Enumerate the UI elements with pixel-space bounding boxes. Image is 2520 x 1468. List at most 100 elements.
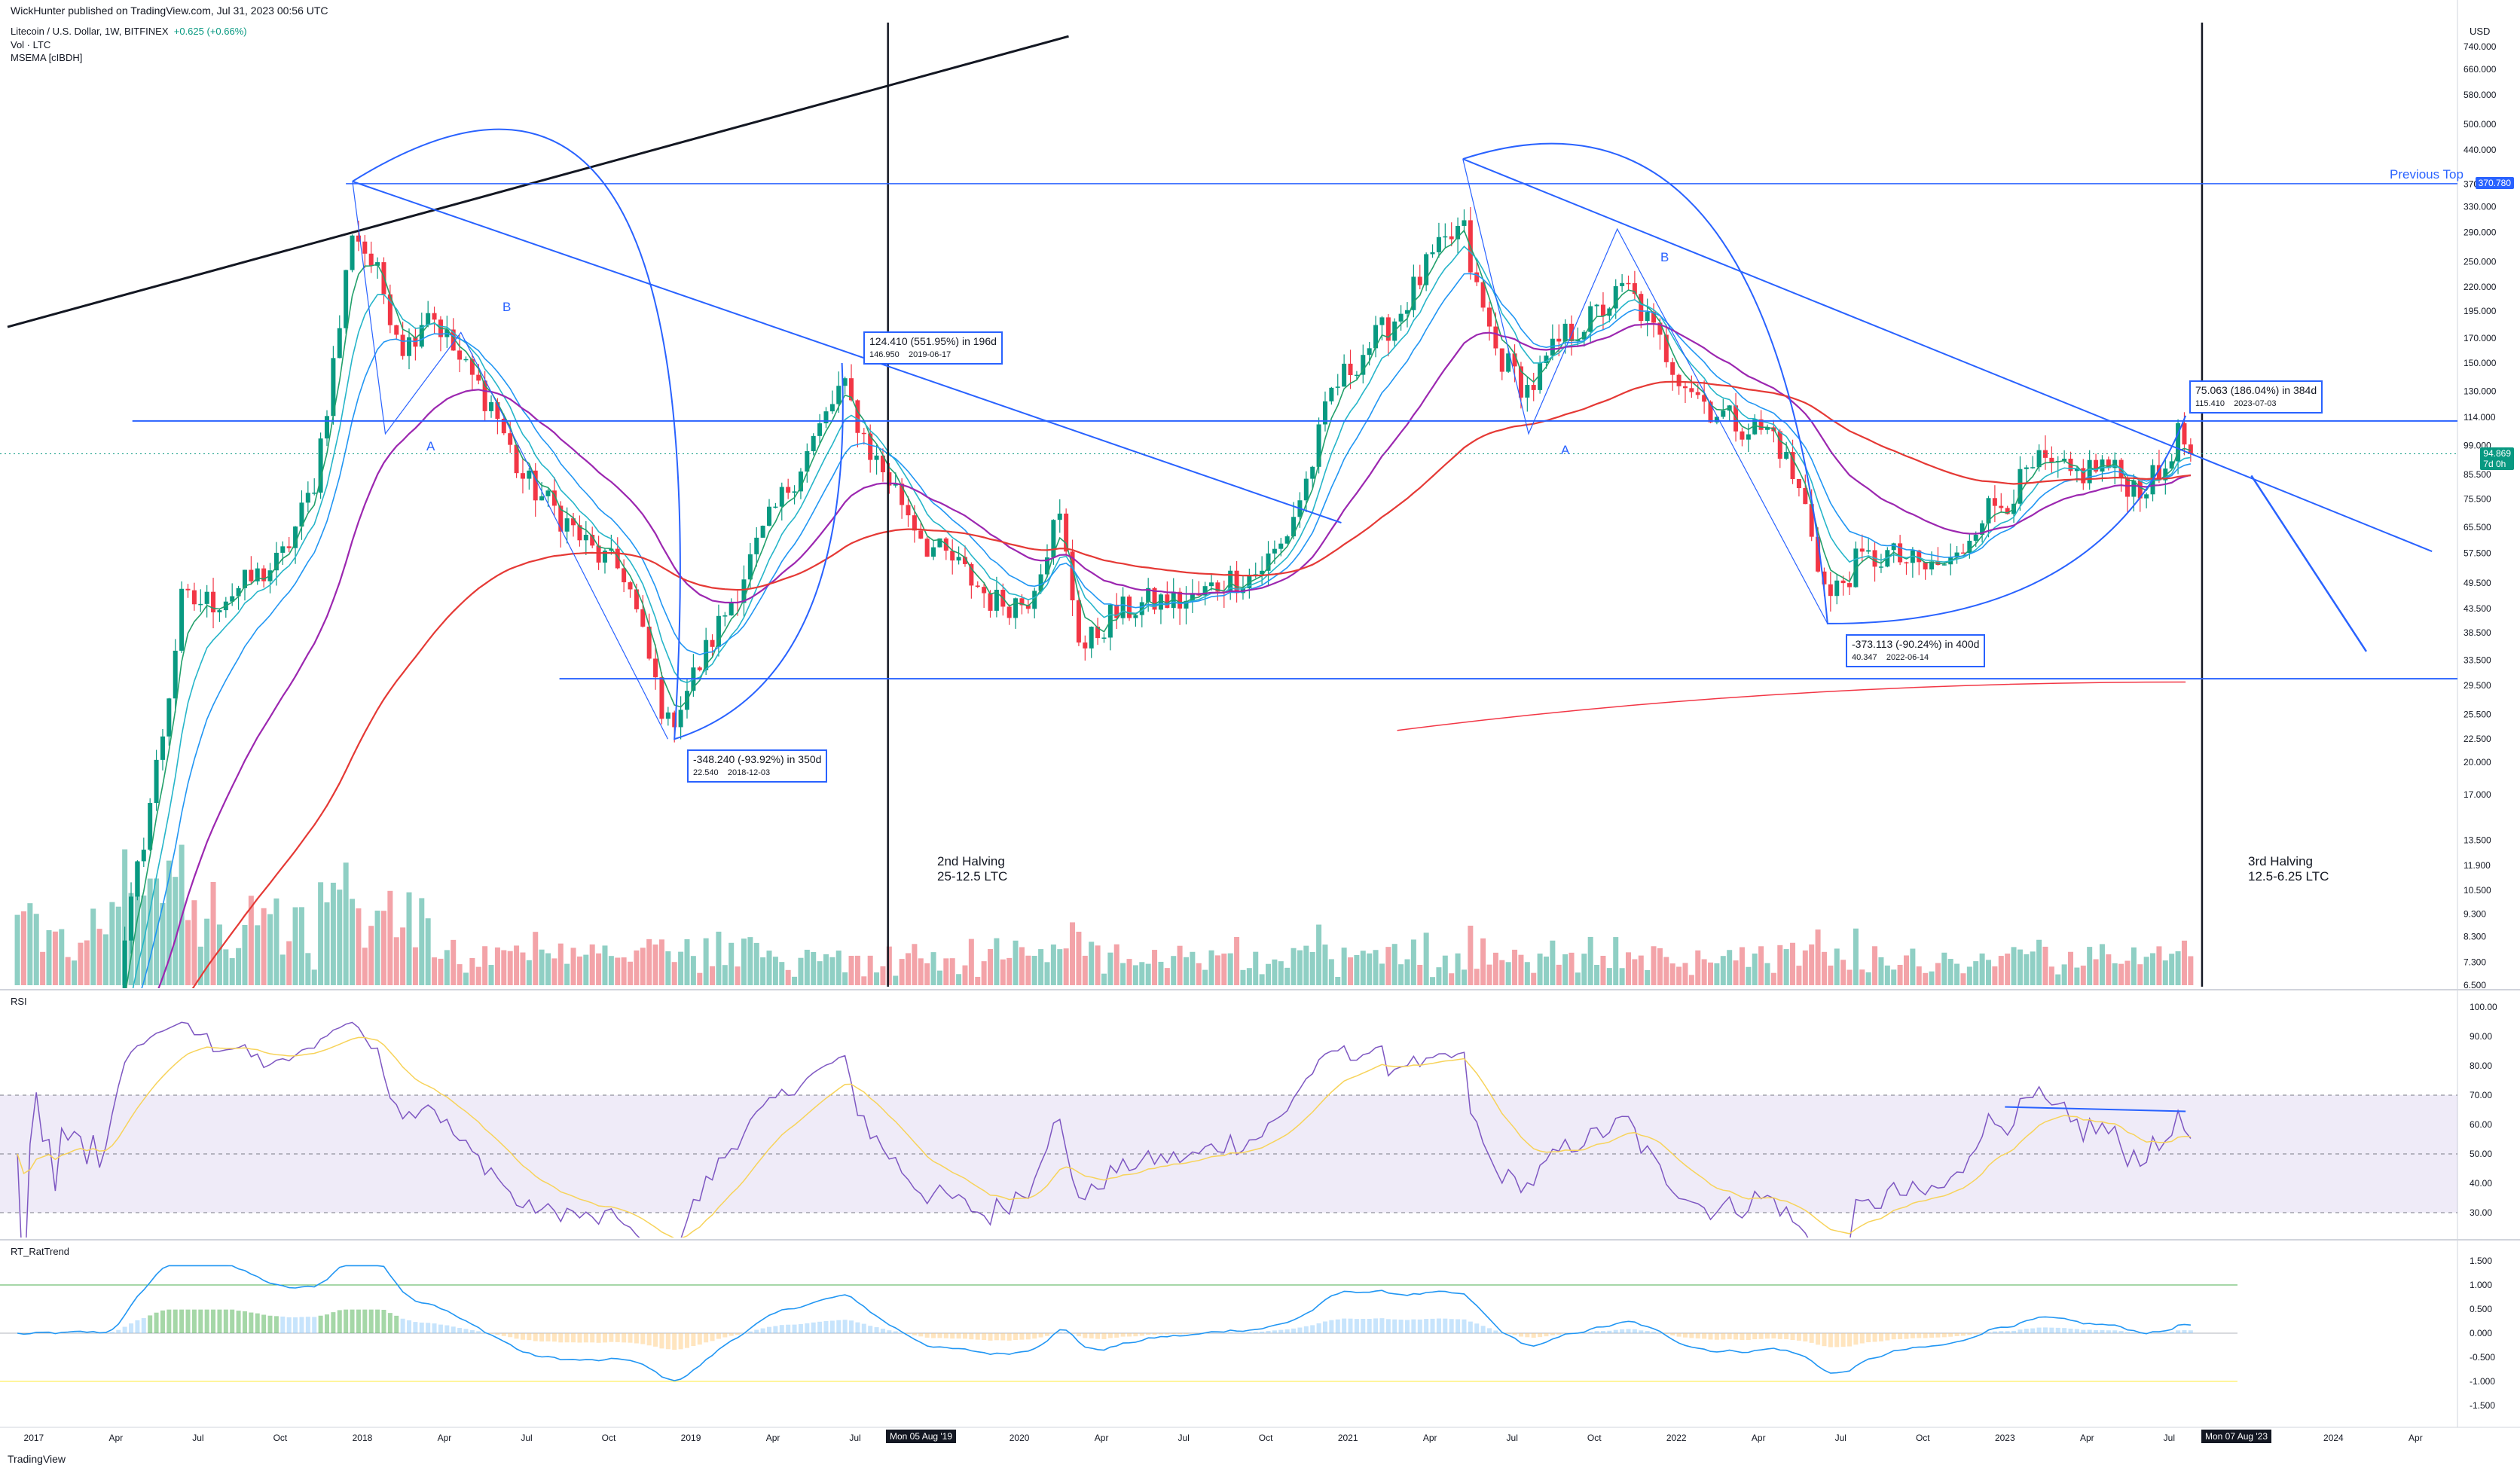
volume-bar (1044, 962, 1050, 985)
rsi-pane-label[interactable]: RSI (11, 996, 27, 1007)
trend-tick-label: 0.000 (2470, 1328, 2492, 1338)
measure-box-2019[interactable]: 124.410 (551.95%) in 196d 146.950 2019-0… (863, 331, 1003, 365)
trend-hist-bar (2018, 1329, 2023, 1333)
trend-hist-bar (1948, 1333, 1953, 1337)
candle-body (135, 861, 140, 897)
candle-body (501, 418, 506, 434)
candle-body (842, 378, 848, 386)
volume-bar (1423, 932, 1429, 985)
trend-pane-label[interactable]: RT_RatTrend (11, 1246, 70, 1257)
volume-bar (1297, 950, 1303, 985)
measure-box-2022[interactable]: -373.113 (-90.24%) in 400d 40.347 2022-0… (1846, 634, 1986, 667)
volume-bar (671, 962, 677, 985)
candle-body (47, 1073, 51, 1074)
trend-hist-bar (160, 1310, 165, 1333)
volume-bar (1259, 974, 1265, 985)
candle-body (1828, 584, 1833, 597)
candle-body (305, 493, 310, 503)
candle-body (2018, 468, 2023, 504)
candle-body (148, 803, 153, 850)
candle-body (564, 518, 570, 532)
candle-body (1044, 557, 1049, 575)
volume-bar (33, 914, 39, 985)
time-tick-label: Apr (1423, 1433, 1437, 1443)
volume-bar (1783, 949, 1789, 985)
volume-bar (1657, 948, 1663, 985)
candle-body (1695, 392, 1700, 395)
trend-hist-bar (1392, 1319, 1397, 1333)
volume-bar (1316, 924, 1322, 985)
candle-body (988, 593, 993, 611)
trend-hist-bar (988, 1333, 993, 1341)
symbol-legend[interactable]: Litecoin / U.S. Dollar, 1W, BITFINEX +0.… (11, 26, 247, 37)
volume-bar (1410, 939, 1416, 985)
candle-body (1740, 431, 1745, 440)
trend-hist-bar (1695, 1333, 1700, 1338)
measure-date: 2023-07-03 (2234, 399, 2277, 408)
candle-body (78, 1065, 83, 1067)
candle-body (924, 539, 930, 557)
trend-hist-bar (1967, 1333, 1972, 1335)
candle-body (141, 850, 146, 862)
volume-bar (2042, 946, 2048, 985)
measure-box-2018[interactable]: -348.240 (-93.92%) in 350d 22.540 2018-1… (687, 749, 828, 783)
candle-body (1594, 304, 1599, 307)
trend-hist-bar (653, 1333, 658, 1347)
volume-bar (1234, 936, 1240, 985)
volume-bar (539, 949, 545, 985)
volume-legend[interactable]: Vol · LTC (11, 39, 51, 50)
price-tick-label: 25.500 (2463, 709, 2491, 719)
msema-legend[interactable]: MSEMA [cIBDH] (11, 52, 83, 63)
volume-bar (1221, 954, 1227, 985)
candle-body (312, 493, 317, 494)
trend-hist-bar (261, 1314, 267, 1333)
trend-hist-bar (1146, 1333, 1151, 1335)
volume-bar (735, 966, 741, 985)
rsi-tick-label: 70.00 (2470, 1090, 2492, 1100)
trend-hist-bar (438, 1324, 443, 1333)
volume-bar (634, 950, 640, 985)
volume-bar (690, 956, 696, 985)
volume-bar (1208, 950, 1214, 985)
candle-body (1676, 374, 1682, 386)
volume-bar (1303, 945, 1309, 985)
volume-bar (1878, 957, 1884, 985)
candle-body (628, 582, 633, 590)
candle-body (293, 526, 298, 548)
volume-bar (501, 950, 507, 985)
volume-bar (829, 957, 835, 985)
volume-bar (1531, 972, 1537, 985)
candle-body (2176, 423, 2181, 462)
candle-body (817, 423, 823, 436)
trend-hist-bar (2024, 1329, 2029, 1333)
candle-body (1291, 517, 1297, 537)
time-tick-label: 2023 (1995, 1433, 2015, 1443)
trend-hist-bar (249, 1312, 254, 1333)
trend-hist-bar (665, 1333, 670, 1350)
trend-hist-bar (2087, 1329, 2092, 1333)
time-tick-label: Jul (849, 1433, 860, 1443)
trend-hist-bar (1941, 1333, 1947, 1338)
volume-bar (2087, 947, 2093, 985)
volume-bar (583, 954, 589, 985)
volume-bar (305, 953, 311, 985)
volume-bar (90, 908, 96, 985)
volume-bar (2143, 957, 2149, 985)
volume-bar (968, 938, 974, 985)
trend-hist-bar (1670, 1333, 1675, 1335)
volume-bar (1442, 955, 1448, 985)
volume-bar (1954, 963, 1960, 985)
candle-body (1859, 548, 1865, 552)
trend-hist-bar (1727, 1333, 1732, 1339)
candle-body (122, 940, 127, 988)
volume-bar (1145, 963, 1151, 985)
volume-bar (1594, 964, 1600, 985)
candle-body (1051, 520, 1056, 558)
volume-bar (273, 898, 279, 985)
price-tick-label: 130.000 (2463, 386, 2497, 397)
trend-hist-bar (1721, 1333, 1726, 1340)
tradingview-logo[interactable]: TradingView (8, 1453, 66, 1465)
measure-box-2023[interactable]: 75.063 (186.04%) in 384d 115.410 2023-07… (2189, 380, 2323, 414)
trend-hist-bar (811, 1322, 816, 1333)
